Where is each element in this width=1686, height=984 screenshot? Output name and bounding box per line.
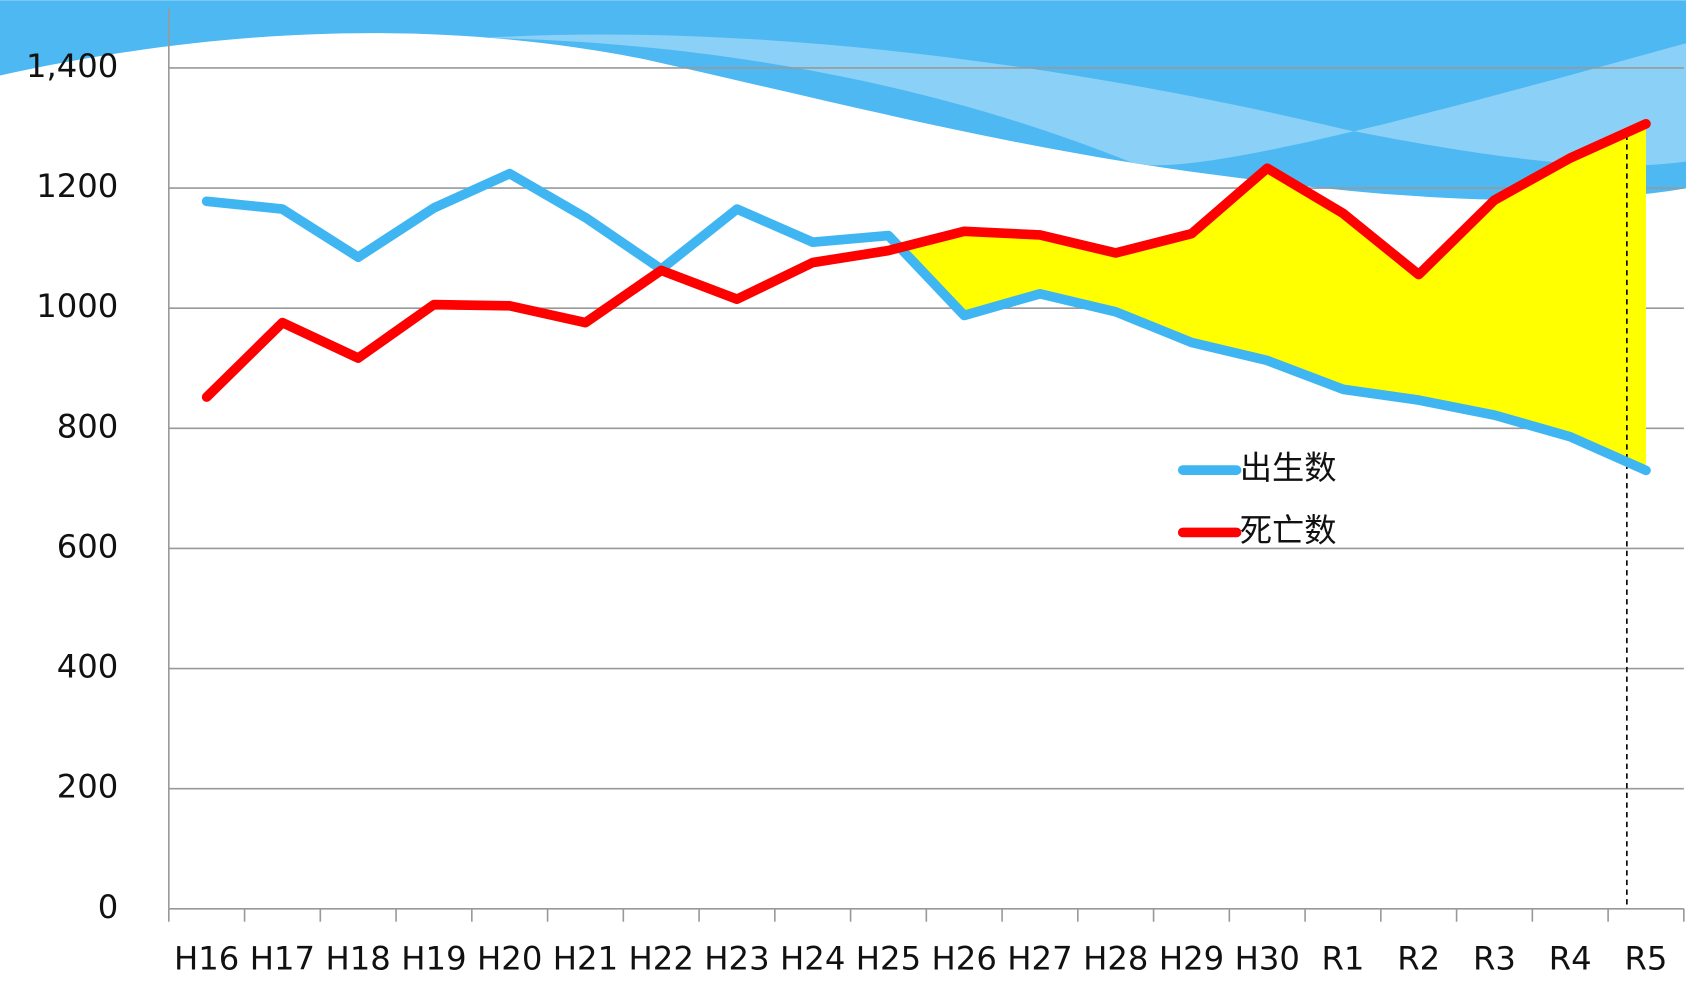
y-tick-label: 1200 bbox=[36, 167, 118, 205]
legend: 出生数 死亡数 bbox=[1177, 449, 1337, 549]
x-tick-label: R2 bbox=[1397, 939, 1440, 977]
x-tick-label: H23 bbox=[704, 939, 769, 977]
x-tick-label: H22 bbox=[629, 939, 694, 977]
x-tick-label: H16 bbox=[174, 939, 239, 977]
legend-label: 出生数 bbox=[1240, 449, 1337, 487]
x-tick-label: H27 bbox=[1007, 939, 1072, 977]
x-tick-label: H21 bbox=[553, 939, 618, 977]
y-tick-label: 600 bbox=[57, 527, 119, 565]
background-wave bbox=[0, 0, 1686, 201]
x-tick-label: H29 bbox=[1159, 939, 1224, 977]
x-tick-label: H24 bbox=[780, 939, 845, 977]
series-line bbox=[201, 168, 1651, 476]
y-tick-label: 200 bbox=[57, 768, 119, 806]
y-tick-label: 400 bbox=[57, 648, 119, 686]
background-wave-light bbox=[483, 34, 1686, 166]
x-tick-label: H19 bbox=[401, 939, 466, 977]
legend-label: 死亡数 bbox=[1240, 511, 1337, 549]
y-tick-label: 1000 bbox=[36, 287, 118, 325]
x-tick-label: R5 bbox=[1625, 939, 1668, 977]
x-tick-label: H30 bbox=[1235, 939, 1300, 977]
x-tick-label: H20 bbox=[477, 939, 542, 977]
x-tick-label: H17 bbox=[250, 939, 315, 977]
series-line bbox=[201, 118, 1651, 402]
y-tick-label: 800 bbox=[57, 407, 119, 445]
x-tick-label: H18 bbox=[326, 939, 391, 977]
x-tick-label: R4 bbox=[1549, 939, 1592, 977]
difference-area bbox=[899, 123, 1646, 471]
y-tick-label: 1,400 bbox=[26, 47, 118, 85]
x-tick-label: H26 bbox=[932, 939, 997, 977]
y-tick-label: 0 bbox=[98, 888, 119, 926]
x-tick-label: R3 bbox=[1473, 939, 1516, 977]
x-tick-label: H28 bbox=[1083, 939, 1148, 977]
x-tick-label: R1 bbox=[1321, 939, 1364, 977]
x-tick-label: H25 bbox=[856, 939, 921, 977]
